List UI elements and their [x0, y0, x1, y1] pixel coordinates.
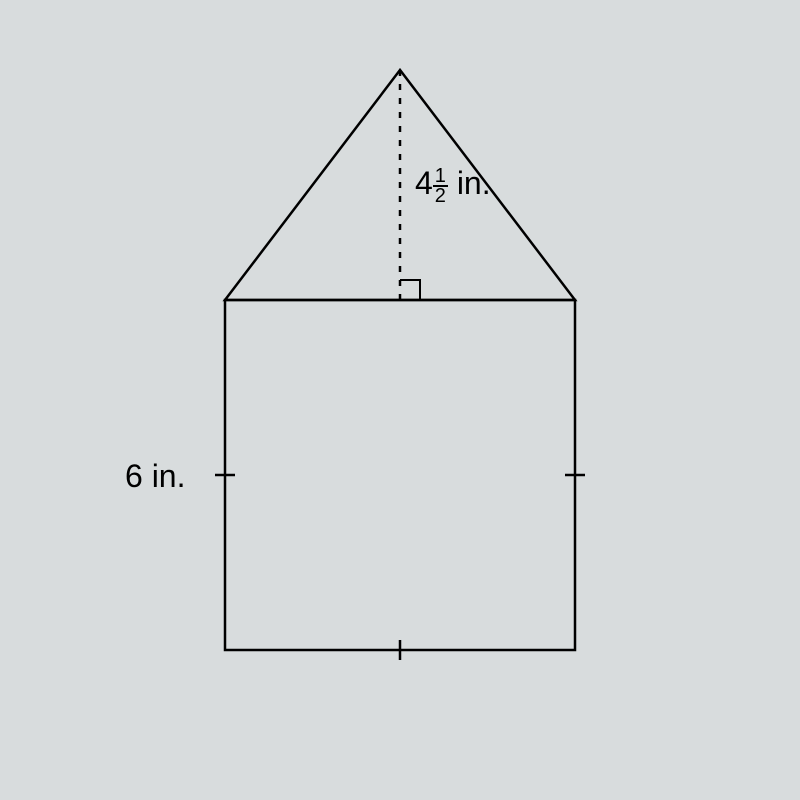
altitude-label: 412 in. — [415, 165, 491, 205]
shape-svg — [0, 0, 800, 800]
side-value: 6 in. — [125, 458, 185, 494]
altitude-unit: in. — [457, 165, 491, 201]
square — [225, 300, 575, 650]
altitude-whole: 4 — [415, 165, 433, 201]
altitude-fraction: 12 — [433, 167, 448, 205]
altitude-denominator: 2 — [433, 187, 448, 205]
right-angle-marker — [400, 280, 420, 300]
altitude-numerator: 1 — [433, 167, 448, 187]
side-label: 6 in. — [125, 458, 185, 495]
geometry-diagram: 412 in. 6 in. — [0, 0, 800, 800]
